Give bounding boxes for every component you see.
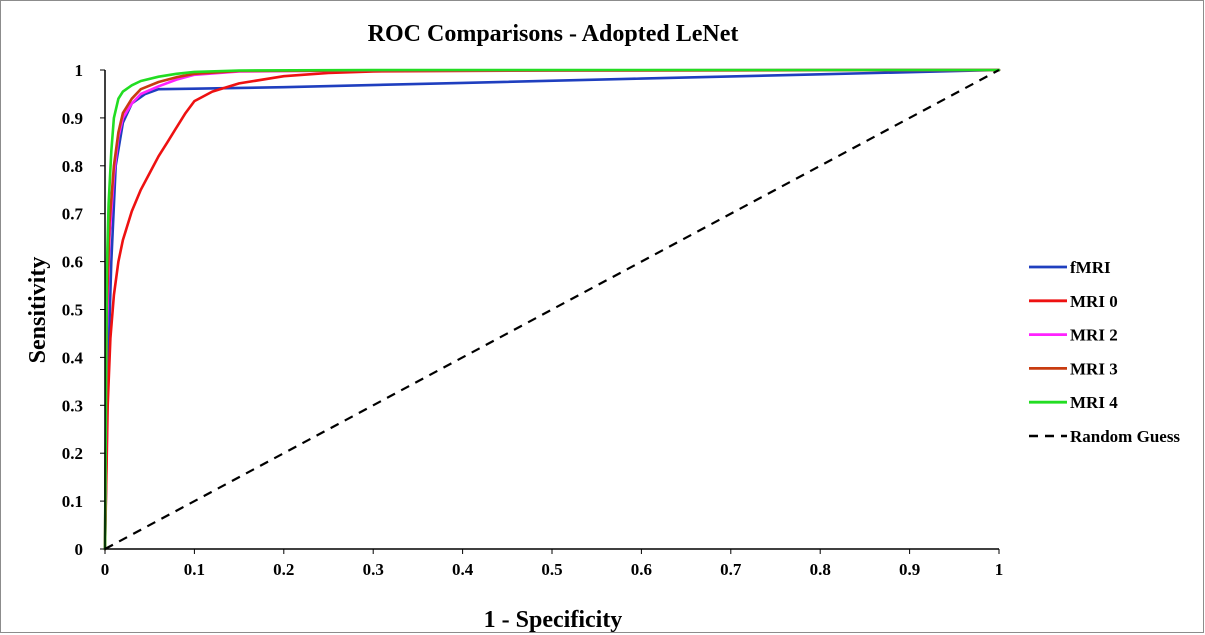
y-tick-label: 0.3 xyxy=(62,396,83,415)
x-tick-label: 0.1 xyxy=(184,560,205,579)
legend-item-random-guess: Random Guess xyxy=(1029,427,1180,446)
y-tick-label: 0.4 xyxy=(62,348,84,367)
x-tick-label: 1 xyxy=(995,560,1004,579)
y-tick-label: 1 xyxy=(75,61,84,80)
legend-label: MRI 3 xyxy=(1070,359,1118,378)
x-tick-label: 0.7 xyxy=(720,560,742,579)
y-tick-label: 0.5 xyxy=(62,301,83,320)
legend: fMRI MRI 0 MRI 2 MRI 3 MRI 4 Random Guess xyxy=(1029,258,1180,446)
y-tick-label: 0.6 xyxy=(62,253,83,272)
legend-item-mri-0: MRI 0 xyxy=(1029,292,1118,311)
y-tick-label: 0.7 xyxy=(62,205,84,224)
x-tick-label: 0.6 xyxy=(631,560,652,579)
series-line-mri-0 xyxy=(103,68,1001,551)
plot-area xyxy=(103,68,1001,551)
legend-item-mri-2: MRI 2 xyxy=(1029,326,1118,345)
series-line-mri-4 xyxy=(103,68,1001,551)
x-tick-label: 0.9 xyxy=(899,560,920,579)
y-tick-label: 0.9 xyxy=(62,109,83,128)
y-tick-label: 0.8 xyxy=(62,157,83,176)
chart-title: ROC Comparisons - Adopted LeNet xyxy=(368,21,739,47)
legend-item-mri-3: MRI 3 xyxy=(1029,359,1118,378)
y-tick-label: 0 xyxy=(75,540,84,559)
x-tick-label: 0.3 xyxy=(363,560,384,579)
series-line-random-guess xyxy=(104,69,1000,550)
legend-label: MRI 4 xyxy=(1070,393,1118,412)
y-tick-label: 0.1 xyxy=(62,492,83,511)
legend-item-mri-4: MRI 4 xyxy=(1029,393,1118,412)
x-tick-label: 0 xyxy=(101,560,110,579)
legend-label: fMRI xyxy=(1070,258,1111,277)
y-tick-label: 0.2 xyxy=(62,444,83,463)
legend-label: Random Guess xyxy=(1070,427,1180,446)
x-tick-label: 0.2 xyxy=(273,560,294,579)
x-axis-title: 1 - Specificity xyxy=(484,607,623,633)
legend-label: MRI 0 xyxy=(1070,292,1118,311)
x-tick-label: 0.4 xyxy=(452,560,474,579)
y-axis-title: Sensitivity xyxy=(25,257,51,364)
x-tick-label: 0.5 xyxy=(541,560,562,579)
series-line-fmri xyxy=(103,68,1001,551)
x-tick-label: 0.8 xyxy=(810,560,831,579)
legend-item-fmri: fMRI xyxy=(1029,258,1111,277)
legend-label: MRI 2 xyxy=(1070,326,1118,345)
axes: 0 0.1 0.2 0.3 0.4 0.5 0.6 0.7 0.8 0.9 1 0 0.1 0.2 0.3 0… xyxy=(62,61,1004,579)
